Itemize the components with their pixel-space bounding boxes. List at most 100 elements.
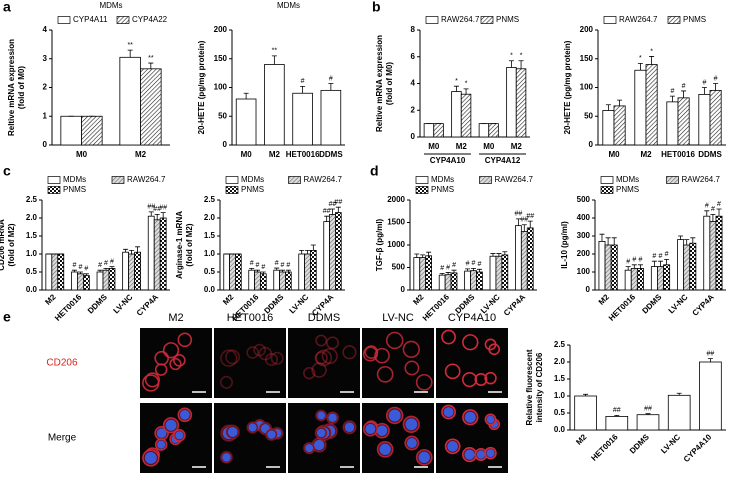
y-tick-label: 1.0 — [26, 249, 38, 258]
error-bar — [77, 271, 83, 274]
error-bar — [451, 269, 457, 273]
error-bar — [310, 244, 316, 251]
legend-label: PNMS — [431, 185, 454, 194]
bar — [495, 255, 503, 291]
cell-membrane — [303, 366, 316, 380]
bar — [433, 123, 444, 138]
significance-mark: ## — [526, 213, 534, 220]
x-tick-label: CYP4A — [135, 292, 160, 317]
cell-membrane — [173, 354, 186, 367]
significance-mark: # — [110, 258, 114, 265]
y-tick-label: 2 — [411, 105, 416, 114]
significance-mark: # — [72, 262, 76, 269]
error-bar — [583, 393, 589, 396]
error-bar — [83, 273, 89, 276]
panel-label: a — [3, 0, 11, 15]
error-bar — [617, 99, 623, 106]
x-tick-label: DDMS — [640, 292, 663, 315]
error-bar — [471, 268, 476, 271]
y-tick-label: 1.5 — [26, 231, 38, 240]
bar — [323, 221, 330, 291]
cell-nucleus — [313, 439, 325, 451]
bar — [574, 395, 597, 431]
cell-membrane — [441, 329, 456, 345]
bar — [677, 97, 690, 146]
cell-membrane — [404, 360, 420, 376]
significance-mark: * — [455, 78, 458, 85]
cell-nucleus — [376, 425, 388, 436]
cell-nucleus — [316, 428, 326, 438]
error-bar — [335, 206, 341, 213]
significance-mark: ## — [323, 208, 331, 215]
y-tick-label: 1 — [43, 111, 48, 120]
y-axis-label: (fold of M2) — [185, 223, 194, 266]
bar — [292, 92, 313, 146]
error-bar — [160, 212, 166, 218]
cell-nucleus — [165, 419, 177, 431]
significance-mark: # — [632, 257, 636, 264]
row-label: Merge — [48, 433, 77, 444]
y-axis-label: (fold of M0) — [17, 66, 26, 109]
error-bar — [426, 251, 432, 256]
y-tick-label: 500 — [577, 195, 591, 204]
bar — [248, 269, 255, 291]
error-bar — [658, 260, 663, 267]
error-bar — [249, 268, 255, 271]
legend-swatch — [603, 16, 617, 24]
error-bar — [420, 254, 426, 258]
y-tick-label: 150 — [580, 54, 594, 63]
significance-mark: ** — [127, 42, 133, 49]
bar — [279, 271, 286, 291]
significance-mark: ## — [514, 211, 522, 218]
bar — [636, 414, 660, 431]
bar — [235, 98, 257, 146]
y-axis-label: intensity of CD206 — [535, 352, 544, 422]
error-bar — [637, 62, 643, 71]
error-bar — [71, 269, 77, 272]
error-bar — [599, 233, 605, 242]
significance-mark: # — [98, 262, 102, 269]
error-bar — [611, 237, 617, 245]
significance-mark: # — [659, 253, 663, 260]
y-tick-label: 100 — [577, 267, 591, 276]
legend-label: PNMS — [241, 185, 264, 194]
legend-label: MDMs — [431, 175, 454, 184]
cell-membrane — [270, 351, 284, 365]
cell-membrane — [177, 332, 193, 348]
significance-mark: # — [717, 201, 721, 208]
bar — [488, 123, 499, 138]
significance-mark: # — [466, 261, 470, 268]
bar — [159, 217, 167, 291]
cell-nucleus — [157, 440, 166, 449]
cell-nucleus — [305, 444, 314, 453]
legend-label: RAW264.7 — [495, 175, 534, 184]
bar — [663, 264, 671, 291]
legend-label: RAW264.7 — [441, 15, 480, 24]
x-tick-label: M2 — [640, 150, 652, 159]
error-bar — [502, 251, 508, 255]
y-axis-label: TGF-β (pg/ml) — [375, 218, 384, 271]
legend-label: PNMS — [63, 185, 86, 194]
bar — [122, 251, 130, 291]
bar — [45, 253, 53, 291]
legend-swatch — [111, 176, 125, 184]
error-bar — [637, 264, 643, 269]
x-tick-label: HET0016 — [661, 150, 695, 159]
legend-swatch — [225, 176, 239, 184]
x-tick-label: HET0016 — [286, 150, 320, 159]
error-bar — [148, 62, 154, 69]
y-axis-label: Reltive mRNA expression — [375, 35, 384, 132]
significance-mark: # — [104, 260, 108, 267]
legend-swatch — [47, 186, 61, 194]
y-tick-label: 0 — [411, 132, 416, 141]
bar — [624, 269, 632, 291]
error-bar — [135, 246, 141, 253]
error-bar — [605, 104, 611, 111]
bar — [460, 93, 472, 138]
bar — [650, 266, 658, 291]
x-tick-label: M2 — [597, 292, 612, 307]
bar — [444, 274, 452, 291]
significance-mark: * — [520, 53, 523, 60]
cell-membrane — [219, 375, 233, 389]
column-label: LV-NC — [382, 312, 414, 324]
